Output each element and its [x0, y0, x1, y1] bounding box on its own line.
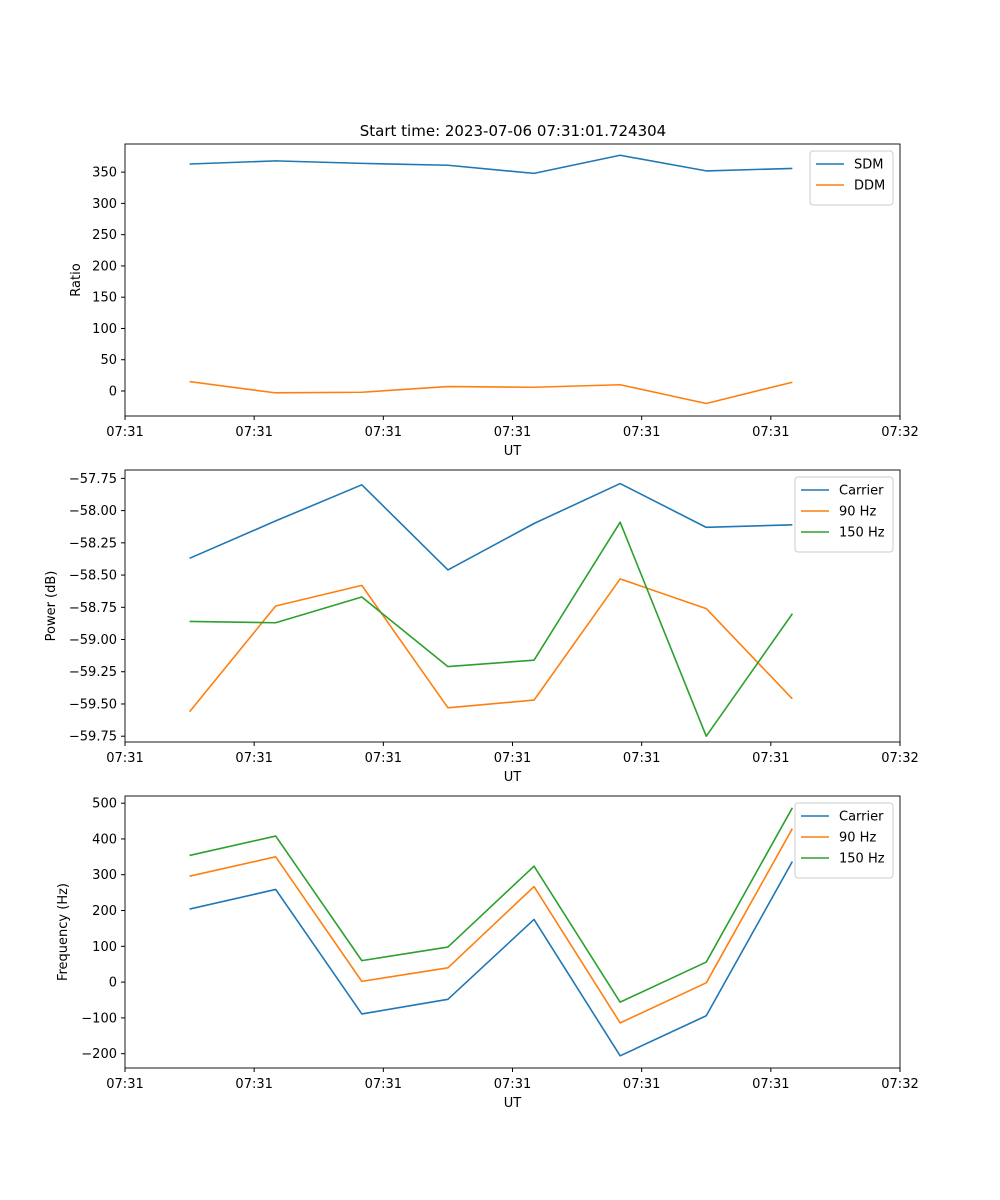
- series-line-150-hz: [189, 807, 794, 1003]
- legend-label: Carrier: [839, 484, 884, 499]
- x-tick-label: 07:31: [106, 1077, 143, 1092]
- legend-label: DDM: [854, 179, 885, 194]
- x-tick-label: 07:31: [494, 425, 531, 440]
- y-tick-label: 100: [92, 940, 117, 955]
- figure-title: Start time: 2023-07-06 07:31:01.724304: [360, 122, 666, 140]
- legend: SDM DDM: [809, 150, 894, 206]
- x-tick-label: 07:31: [623, 751, 660, 766]
- axes-frame: [124, 469, 901, 743]
- x-tick-label: 07:31: [752, 425, 789, 440]
- x-tick-label: 07:31: [365, 1077, 402, 1092]
- series-line-90-hz: [189, 828, 794, 1024]
- frequency-panel: 07:31 07:31 07:31 07:31 07:31 07:31 07:32 −200 −…: [56, 795, 919, 1111]
- series-line-carrier: [189, 482, 793, 571]
- legend-label: Carrier: [839, 810, 884, 825]
- y-tick-label: −58.75: [69, 601, 117, 616]
- y-tick-label: −200: [81, 1047, 117, 1062]
- y-tick-label: 350: [92, 166, 117, 181]
- y-tick-label: −58.50: [69, 569, 117, 584]
- y-tick-label: 100: [92, 322, 117, 337]
- x-tick-label: 07:31: [494, 751, 531, 766]
- x-tick-label: 07:31: [235, 425, 272, 440]
- y-axis-label: Frequency (Hz): [56, 883, 71, 981]
- x-tick-label: 07:31: [106, 751, 143, 766]
- axes-frame: [124, 795, 901, 1069]
- y-tick-label: 400: [92, 832, 117, 847]
- legend-label: 150 Hz: [839, 852, 885, 867]
- y-tick-label: 150: [92, 291, 117, 306]
- x-tick-label: 07:31: [365, 425, 402, 440]
- ratio-panel: 07:31 07:31 07:31 07:31 07:31 07:31 07:32 0 50 10…: [69, 143, 919, 459]
- x-tick-label: 07:31: [623, 425, 660, 440]
- y-tick-label: 500: [92, 797, 117, 812]
- y-tick-label: −57.75: [69, 472, 117, 487]
- x-tick-label: 07:31: [235, 751, 272, 766]
- series-line-carrier: [189, 861, 794, 1057]
- x-axis-label: UT: [504, 444, 522, 459]
- x-axis-label: UT: [504, 770, 522, 785]
- power-panel: 07:31 07:31 07:31 07:31 07:31 07:31 07:32 −59.7…: [44, 469, 919, 785]
- legend-label: 90 Hz: [839, 505, 876, 520]
- y-tick-label: 200: [92, 904, 117, 919]
- y-tick-label: 250: [92, 228, 117, 243]
- y-tick-label: 200: [92, 259, 117, 274]
- x-tick-label: 07:31: [235, 1077, 272, 1092]
- x-tick-label: 07:32: [881, 425, 918, 440]
- x-tick-label: 07:31: [752, 1077, 789, 1092]
- legend-label: 90 Hz: [839, 831, 876, 846]
- x-tick-label: 07:32: [881, 1077, 918, 1092]
- y-tick-label: 0: [109, 976, 117, 991]
- y-tick-label: −59.75: [69, 730, 117, 745]
- legend-label: 150 Hz: [839, 526, 885, 541]
- y-tick-label: −58.00: [69, 504, 117, 519]
- y-tick-label: 300: [92, 197, 117, 212]
- series-line-90-hz: [188, 578, 793, 713]
- x-tick-label: 07:31: [623, 1077, 660, 1092]
- y-tick-label: 0: [109, 384, 117, 399]
- y-axis-label: Power (dB): [44, 571, 59, 642]
- y-tick-label: 300: [92, 868, 117, 883]
- y-axis-label: Ratio: [69, 263, 84, 296]
- y-tick-label: 50: [100, 353, 117, 368]
- series-line-150-hz: [189, 521, 794, 738]
- y-tick-label: −58.25: [69, 536, 117, 551]
- legend: Carrier 90 Hz 150 Hz: [794, 476, 894, 553]
- x-tick-label: 07:31: [106, 425, 143, 440]
- x-tick-label: 07:31: [752, 751, 789, 766]
- series-line-ddm: [189, 380, 793, 405]
- x-axis-label: UT: [504, 1096, 522, 1111]
- y-tick-label: −59.00: [69, 633, 117, 648]
- axes-frame: [124, 143, 901, 417]
- legend-box: [794, 802, 894, 879]
- legend: Carrier 90 Hz 150 Hz: [794, 802, 894, 879]
- y-tick-label: −59.50: [69, 697, 117, 712]
- x-tick-label: 07:32: [881, 751, 918, 766]
- series-line-sdm: [189, 154, 793, 175]
- legend-label: SDM: [854, 158, 883, 173]
- legend-box: [794, 476, 894, 553]
- y-tick-label: −100: [81, 1011, 117, 1026]
- x-tick-label: 07:31: [494, 1077, 531, 1092]
- x-tick-label: 07:31: [365, 751, 402, 766]
- y-tick-label: −59.25: [69, 665, 117, 680]
